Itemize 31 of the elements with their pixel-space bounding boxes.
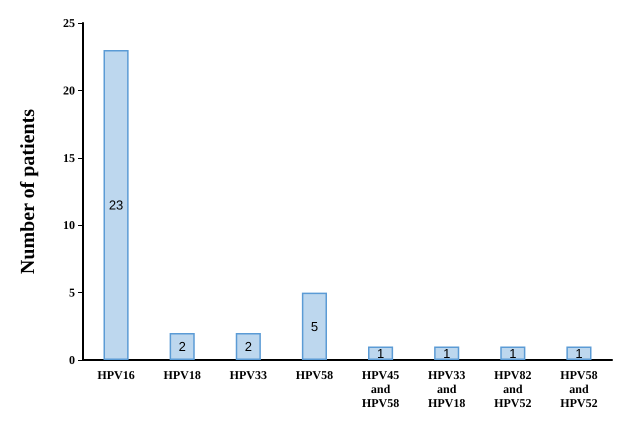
x-tick-label: HPV16 bbox=[97, 368, 135, 382]
bar bbox=[170, 333, 195, 360]
bar bbox=[566, 346, 592, 360]
bar bbox=[500, 346, 526, 360]
y-axis-title: Number of patients bbox=[17, 108, 39, 274]
y-tick-label: 20 bbox=[63, 83, 75, 98]
y-tick-label: 5 bbox=[69, 286, 75, 300]
bar bbox=[302, 292, 327, 360]
y-tick-label: 0 bbox=[69, 353, 75, 367]
data-label: 2 bbox=[244, 339, 252, 354]
x-tick-label: HPV18 bbox=[164, 368, 201, 382]
bar bbox=[236, 333, 261, 360]
x-tick-label: HPV58 bbox=[296, 368, 334, 382]
bar bbox=[104, 50, 129, 360]
x-tick-label: HPV58 and HPV52 bbox=[560, 368, 598, 410]
data-label: 23 bbox=[108, 197, 124, 212]
data-label: 1 bbox=[443, 346, 450, 361]
x-tick-label: HPV82 and HPV52 bbox=[494, 368, 532, 410]
y-tick-label: 25 bbox=[63, 16, 75, 30]
data-label: 1 bbox=[376, 346, 384, 361]
data-label: 2 bbox=[178, 339, 186, 354]
x-tick-label: HPV45 and HPV58 bbox=[362, 368, 400, 410]
x-tick-label: HPV33 bbox=[230, 368, 267, 382]
bar bbox=[434, 346, 460, 360]
x-tick-label: HPV33 and HPV18 bbox=[428, 368, 466, 410]
y-tick-label: 15 bbox=[63, 150, 75, 165]
data-label: 1 bbox=[509, 346, 516, 361]
data-label: 5 bbox=[310, 318, 318, 334]
y-tick-label: 10 bbox=[63, 218, 75, 232]
bar bbox=[368, 346, 394, 360]
data-label: 1 bbox=[575, 346, 583, 361]
